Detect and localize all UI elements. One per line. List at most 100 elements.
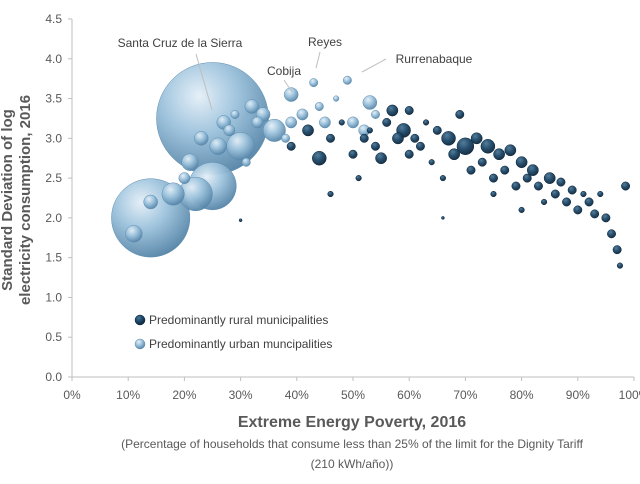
x-tick-label: 40%: [285, 388, 309, 402]
data-point: [456, 137, 475, 155]
data-point: [432, 125, 442, 135]
data-point: [550, 189, 560, 199]
data-point: [543, 172, 556, 184]
y-axis-title-line2: electricity consumption, 2016: [17, 95, 34, 305]
data-point: [621, 181, 631, 191]
data-point: [371, 110, 380, 119]
data-point: [415, 141, 425, 151]
data-point: [386, 104, 399, 117]
data-point: [607, 229, 616, 239]
y-tick-label: 0.0: [45, 370, 62, 384]
data-point: [319, 116, 331, 129]
annotations: Santa Cruz de la Sierra Cobija Reyes Rurren…: [118, 35, 473, 111]
y-tick-label: 4.0: [45, 52, 62, 66]
legend-label: Predominantly rural municipalities: [149, 313, 328, 327]
data-point: [477, 157, 487, 167]
x-axis-note-line2: (210 kWh/año)): [311, 457, 394, 471]
data-point: [616, 262, 624, 269]
legend: Predominantly rural municipalities Predom…: [134, 313, 332, 351]
data-point: [244, 99, 260, 114]
data-point: [439, 175, 446, 182]
data-point: [178, 172, 191, 184]
data-point: [404, 106, 414, 115]
data-point: [480, 139, 496, 154]
data-point: [590, 209, 600, 219]
x-tick-label: 70%: [453, 388, 477, 402]
data-point: [428, 159, 435, 166]
data-point: [534, 181, 543, 191]
x-axis-title: Extreme Energy Poverty, 2016: [238, 414, 466, 431]
data-point: [410, 133, 420, 143]
data-point: [371, 141, 380, 151]
data-point: [612, 245, 622, 255]
annotation-leader: [195, 53, 213, 111]
axes: 0.0 0.5 1.0 1.5 2.0 2.5 3.0 3.5 4.0 4.5 0% 10% 20% 30…: [45, 12, 640, 402]
x-tick-label: 10%: [116, 388, 140, 402]
x-tick-label: 0%: [63, 388, 81, 402]
data-point: [562, 197, 572, 207]
data-point: [584, 197, 594, 207]
data-point: [161, 182, 185, 206]
data-point: [348, 149, 358, 159]
data-point: [448, 148, 461, 161]
annotation-label: Reyes: [308, 35, 342, 49]
data-point: [567, 185, 577, 195]
data-point: [223, 124, 236, 137]
data-point: [355, 175, 362, 182]
x-tick-label: 30%: [229, 388, 253, 402]
data-point: [125, 225, 143, 243]
data-point: [238, 218, 243, 223]
legend-marker: [134, 314, 146, 326]
data-point: [241, 157, 251, 167]
y-tick-label: 1.0: [45, 290, 62, 304]
data-point: [194, 131, 209, 146]
data-point: [283, 87, 299, 102]
x-tick-label: 90%: [566, 388, 590, 402]
y-axis-title-line1: Standard Deviation of log: [0, 109, 16, 291]
data-point: [455, 110, 465, 119]
y-tick-label: 1.5: [45, 251, 62, 265]
data-point: [541, 198, 548, 206]
y-tick-label: 2.0: [45, 211, 62, 225]
data-point: [466, 165, 476, 175]
data-point: [262, 118, 286, 142]
data-point: [601, 213, 611, 223]
data-point: [441, 216, 445, 220]
data-point: [375, 152, 387, 165]
x-tick-label: 60%: [397, 388, 421, 402]
data-point: [362, 95, 378, 110]
data-point: [338, 119, 345, 126]
data-point: [493, 148, 505, 161]
data-point: [209, 137, 227, 155]
legend-label: Predominantly urban muncipalities: [149, 337, 332, 351]
data-points: [111, 62, 631, 269]
x-axis-note-line1: (Percentage of households that consume l…: [121, 437, 583, 451]
data-point: [504, 144, 517, 157]
x-tick-label: 80%: [510, 388, 534, 402]
x-tick-label: 100%: [619, 388, 640, 402]
data-point: [573, 205, 583, 215]
data-point: [314, 102, 324, 111]
data-point: [230, 110, 240, 119]
data-point: [326, 133, 335, 143]
data-point: [312, 150, 327, 166]
data-point: [423, 119, 430, 126]
data-point: [580, 190, 587, 198]
data-point: [511, 181, 521, 191]
data-point: [156, 62, 269, 175]
y-tick-label: 0.5: [45, 330, 62, 344]
data-point: [366, 127, 373, 134]
data-point: [296, 108, 309, 121]
data-point: [500, 165, 510, 175]
data-point: [359, 133, 369, 143]
y-tick-label: 4.5: [45, 12, 62, 26]
data-point: [143, 194, 158, 210]
data-point: [251, 116, 264, 129]
data-point: [392, 132, 404, 145]
data-point: [441, 131, 456, 146]
annotation-leader: [283, 79, 293, 93]
data-point: [181, 153, 199, 171]
data-point: [470, 132, 483, 145]
